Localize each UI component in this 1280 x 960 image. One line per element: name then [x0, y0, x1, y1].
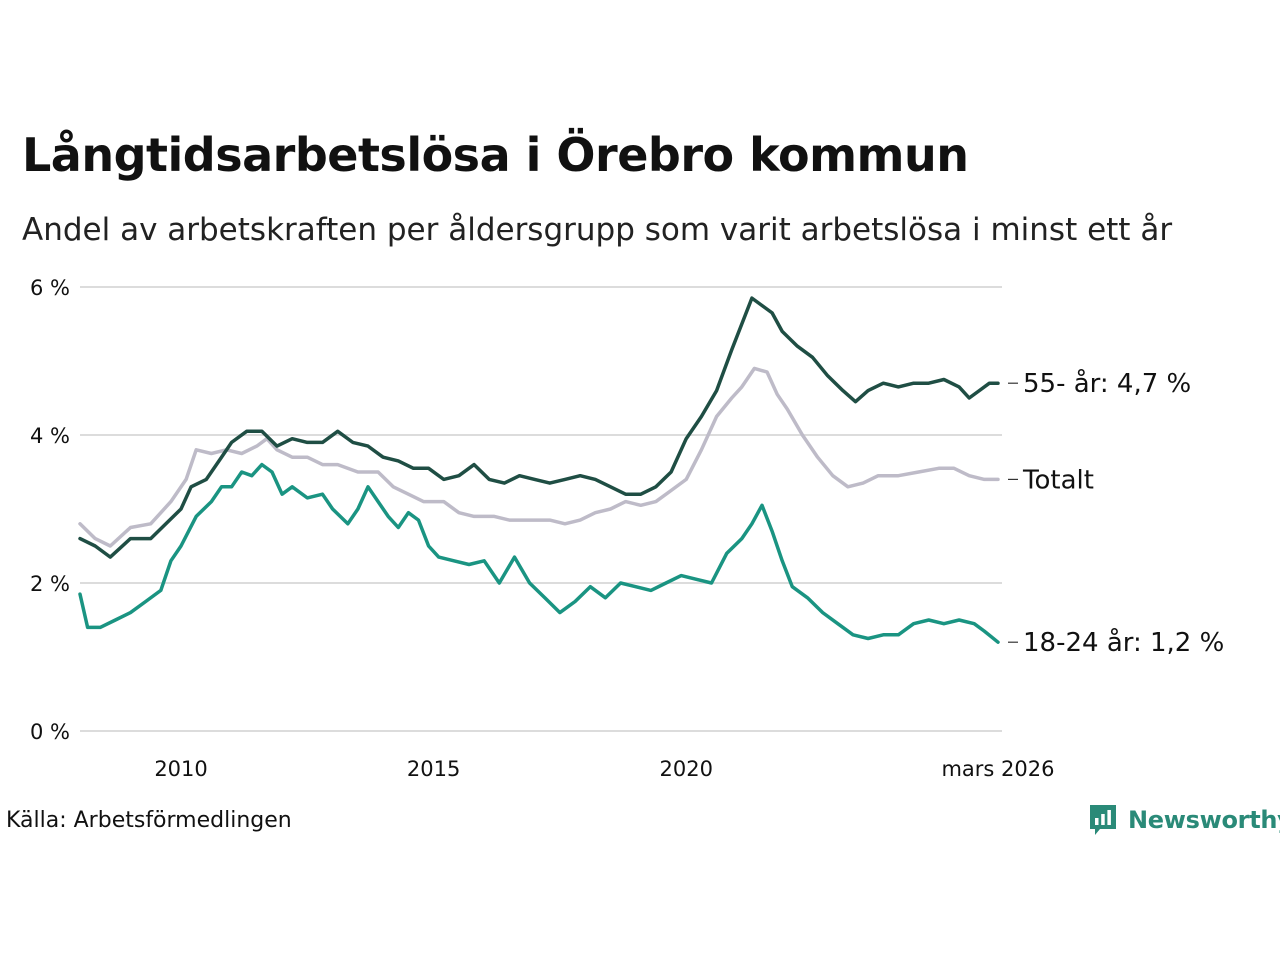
- chart-subtitle: Andel av arbetskraften per åldersgrupp s…: [22, 212, 1173, 248]
- series-line-older: [78, 296, 1000, 559]
- series-line-young: [78, 462, 1000, 644]
- y-tick-label: 4 %: [30, 424, 70, 448]
- gridlines: [80, 286, 1002, 732]
- bar-chart-icon: [1090, 805, 1116, 835]
- end-label-older: 55- år: 4,7 %: [1023, 368, 1191, 399]
- x-tick-label: mars 2026: [941, 757, 1054, 781]
- source-note: Källa: Arbetsförmedlingen: [6, 808, 292, 833]
- end-label-young: 18-24 år: 1,2 %: [1023, 627, 1224, 658]
- x-tick-label: 2015: [407, 757, 460, 781]
- y-tick-label: 6 %: [30, 276, 70, 300]
- series-line-total: [78, 366, 1000, 548]
- x-tick-label: 2020: [660, 757, 713, 781]
- end-label-total: Totalt: [1022, 465, 1094, 495]
- chart-title: Långtidsarbetslösa i Örebro kommun: [22, 128, 969, 182]
- y-axis-ticks: 0 % 2 % 4 % 6 %: [30, 276, 70, 744]
- y-tick-label: 2 %: [30, 572, 70, 596]
- brand-logo: Newsworthy: [1088, 803, 1280, 837]
- series-lines: [78, 296, 1000, 644]
- y-tick-label: 0 %: [30, 720, 70, 744]
- brand-name: Newsworthy: [1128, 806, 1280, 834]
- x-tick-label: 2010: [154, 757, 207, 781]
- x-axis-ticks: 2010 2015 2020 mars 2026: [154, 757, 1054, 781]
- series-end-labels: 55- år: 4,7 % Totalt 18-24 år: 1,2 %: [1008, 368, 1224, 658]
